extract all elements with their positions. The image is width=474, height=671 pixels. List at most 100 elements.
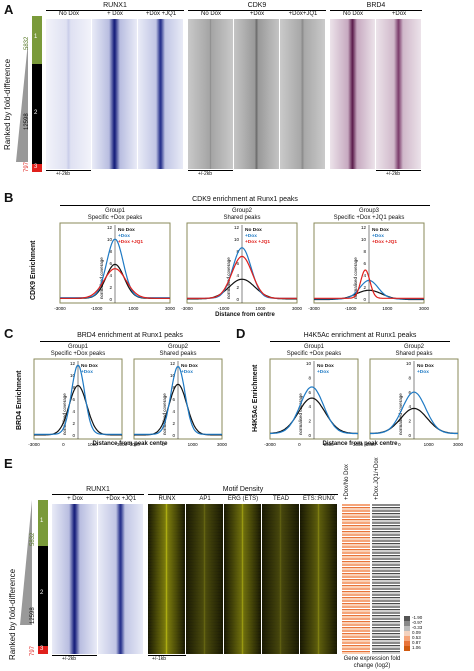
group-brd4-rule <box>330 10 422 11</box>
panel-b-title: CDK9 enrichment at Runx1 peaks <box>192 196 298 203</box>
e-motif-title: Motif Density <box>222 486 264 493</box>
cluster-bar-e: 1 2 3 <box>38 500 48 654</box>
motif-label-3: TEAD <box>272 496 289 502</box>
cdk9-plot-3-doxjq1-line <box>314 269 424 299</box>
h4k5ac-plot-2-legend-0: No Dox <box>417 363 434 369</box>
brd4-plot-2-ytick: 10 <box>170 373 176 378</box>
h4k5ac-plot-2-xtick: 0 <box>398 442 401 447</box>
heatmap-e-runx1-doxjq1 <box>98 504 143 654</box>
panel-b-ylabel: CDK9 Enrichment <box>30 240 37 300</box>
cdk9-plot-3-xtick: -3000 <box>308 306 320 311</box>
h4k5ac-plot-2-ytick: 8 <box>408 375 411 380</box>
cdk9-plot-1-ytick: 10 <box>107 237 113 242</box>
cdk9-plot-2-xtick: 3000 <box>292 306 303 311</box>
panel-c-ylabel: BRD4 Enrichment <box>16 370 23 430</box>
h4k5ac-plot-2-xtick: 1000 <box>424 442 435 447</box>
h4k5ac-plot-2-xtick: -3000 <box>364 442 376 447</box>
expr-col-1-label: +Dox/No Dox <box>344 464 350 500</box>
panel-e-letter: E <box>4 456 13 471</box>
panel-c-title-rule <box>40 341 220 342</box>
brd4-plot-1-xtick: 0 <box>62 442 65 447</box>
panel-c-letter: C <box>4 326 14 341</box>
brd4-plot-2-group: Group2 <box>167 344 188 350</box>
scale-bar-e1 <box>52 655 97 656</box>
panel-e-ylabel: Ranked by fold-difference <box>8 568 17 660</box>
h4k5ac-plot-1-group: Group1 <box>303 344 324 350</box>
cdk9-plot-1-ytick: 0 <box>109 297 112 302</box>
motif-heatmap-3 <box>262 504 299 654</box>
h4k5ac-plot-1-ytick: 2 <box>308 419 311 424</box>
brd4-plot-2-ytick: 2 <box>172 421 175 426</box>
cdk9-plot-1-svg: 12 10 8 6 4 2 0 normalised coverage -3000 -1000 10… <box>54 222 176 311</box>
panel-a-ylabel: Ranked by fold-difference <box>3 58 12 150</box>
cdk9-plot-3-sub: Specific +Dox +JQ1 peaks <box>333 215 405 221</box>
colorbar-tick-0: -1.90 <box>412 615 423 620</box>
h4k5ac-plot-2-ytick-label: normalised coverage <box>398 393 403 435</box>
h4k5ac-plot-1-ytick: 8 <box>308 375 311 380</box>
cluster-bar-a: 1 2 3 <box>32 16 42 172</box>
brd4-plot-1-dox-line <box>34 364 122 435</box>
colorbar-swatch-4 <box>404 636 410 641</box>
group-runx1-rule <box>46 10 184 11</box>
e-runx1-title: RUNX1 <box>86 486 110 493</box>
colorbar-tick-2: -0.33 <box>412 625 423 630</box>
cdk9-plot-2-ytick: 12 <box>234 225 240 230</box>
h4k5ac-plot-1-ytick: 10 <box>306 361 312 366</box>
cluster-3-id: 3 <box>34 164 38 170</box>
h4k5ac-plot-1-ytick: 4 <box>308 404 311 409</box>
colorbar-swatch-3 <box>404 631 410 636</box>
h4k5ac-plot-1-svg: 10 8 6 4 2 0 normalised coverage -3000 0 1000 3000… <box>264 358 364 447</box>
cluster-1-id-e: 1 <box>40 518 44 524</box>
motif-heatmap-4 <box>300 504 337 654</box>
brd4-plot-2-ytick-label: normalised coverage <box>162 393 167 435</box>
h4k5ac-plot-1-xtick: 3000 <box>353 442 364 447</box>
heatmap-cdk9-nodox <box>188 19 233 169</box>
cdk9-plot-3-group: Group3 <box>358 208 379 214</box>
cdk9-plot-1-ytick-label: normalised coverage <box>99 257 104 299</box>
brd4-plot-1-group: Group1 <box>67 344 88 350</box>
cdk9-plot-1-ytick: 4 <box>109 273 112 278</box>
h4k5ac-plot-2-ytick: 0 <box>408 433 411 438</box>
panel-c-title: BRD4 enrichment at Runx1 peaks <box>77 332 183 339</box>
cdk9-plot-1-xtick: 3000 <box>165 306 176 311</box>
scale-label-a3: +/-2kb <box>386 171 401 177</box>
brd4-plot-1-legend-1: +Dox <box>81 369 93 375</box>
h4k5ac-plot-1-dox-line <box>270 386 358 435</box>
expr-col-2-label: +Dox.JQ1/+Dox <box>374 457 380 500</box>
motif-label-1: AP1 <box>199 496 211 502</box>
cdk9-plot-1-ytick: 8 <box>109 249 112 254</box>
cdk9-plot-2-legend-2: +Dox +JQ1 <box>245 239 270 245</box>
heatmap-brd4-nodox <box>330 19 375 169</box>
cdk9-plot-2-xtick: 1000 <box>255 306 266 311</box>
colorbar-tick-1: -0.97 <box>412 620 423 625</box>
heatmap-brd4-dox <box>376 19 421 169</box>
group-runx1-title: RUNX1 <box>103 2 127 9</box>
track-cdk9-nodox: No Dox <box>200 11 221 17</box>
brd4-plot-2-legend-0: No Dox <box>181 363 198 369</box>
h4k5ac-plot-2-sub: Shared peaks <box>395 351 433 357</box>
brd4-plot-1-xtick: -3000 <box>28 442 40 447</box>
h4k5ac-plot-2-dox-line <box>370 391 458 435</box>
h4k5ac-plot-1-sub: Specific +Dox peaks <box>286 351 342 357</box>
expr-heatmap-2 <box>372 504 400 654</box>
scale-bar-a1 <box>46 170 91 171</box>
brd4-plot-1-xtick: 3000 <box>117 442 128 447</box>
brd4-plot-1-ytick: 2 <box>72 421 75 426</box>
scale-label-e2: +/-1kb <box>152 656 167 662</box>
brd4-plot-2-ytick: 6 <box>172 397 175 402</box>
panel-d-title: H4K5Ac enrichment at Runx1 peaks <box>303 332 417 339</box>
cdk9-plot-3-ytick: 12 <box>361 225 367 230</box>
cluster-2-bar <box>32 64 42 164</box>
cdk9-plot-1-legend-0: No Dox <box>118 227 135 233</box>
motif-heatmap-1 <box>186 504 223 654</box>
h4k5ac-plot-2-ytick: 10 <box>406 361 412 366</box>
cdk9-plot-1-ytick: 6 <box>109 261 112 266</box>
panel-d-ylabel: H4K5Ac Enrichment <box>252 364 259 432</box>
cluster-2-count-e: 12598 <box>30 607 36 624</box>
cdk9-plot-3-legend-2: +Dox +JQ1 <box>372 239 397 245</box>
h4k5ac-plot-1-nodox-line <box>270 397 358 435</box>
h4k5ac-plot-1-xtick: 1000 <box>324 442 335 447</box>
group-cdk9-rule <box>188 10 326 11</box>
panel-b-title-rule <box>60 205 430 206</box>
colorbar-tick-3: 0.09 <box>412 630 421 635</box>
